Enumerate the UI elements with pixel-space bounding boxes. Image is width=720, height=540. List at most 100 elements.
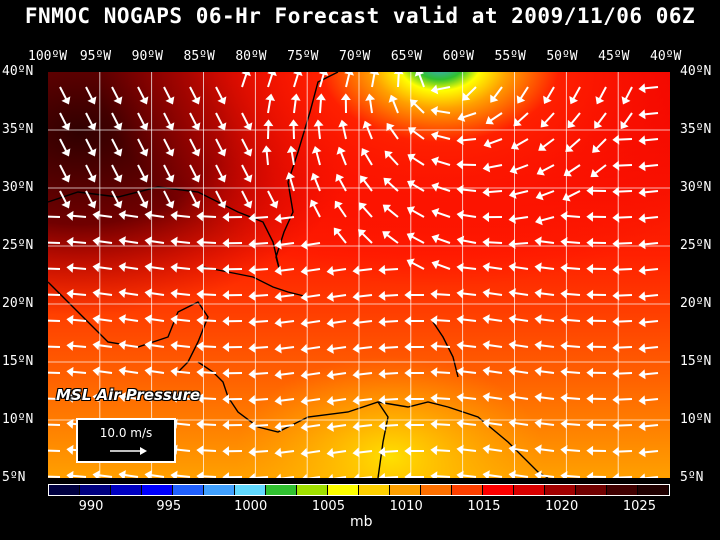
wind-arrow bbox=[594, 164, 607, 175]
wind-arrow-head bbox=[534, 418, 542, 429]
wind-arrow-head bbox=[414, 72, 425, 77]
wind-arrow-head bbox=[248, 446, 256, 457]
wind-arrow bbox=[85, 190, 94, 204]
wind-arrow bbox=[436, 86, 451, 91]
wind-arrow-head bbox=[404, 446, 412, 457]
wind-arrow bbox=[175, 422, 191, 426]
wind-arrow bbox=[515, 138, 529, 147]
wind-arrow-head bbox=[612, 368, 620, 379]
wind-arrow-head bbox=[430, 471, 438, 478]
wind-arrow-head bbox=[406, 258, 415, 268]
wind-arrow-head bbox=[456, 444, 464, 455]
wind-arrow bbox=[461, 188, 477, 192]
longitude-label: 60ºW bbox=[442, 49, 474, 64]
wind-arrow-head bbox=[248, 368, 256, 379]
wind-arrow bbox=[201, 397, 217, 400]
wind-arrow-head bbox=[638, 187, 646, 198]
wind-arrow bbox=[369, 99, 373, 114]
wind-arrow-head bbox=[92, 314, 100, 325]
wind-arrow-head bbox=[165, 174, 175, 183]
wind-arrow-head bbox=[300, 239, 308, 250]
wind-arrow bbox=[624, 86, 633, 100]
wind-arrow bbox=[85, 164, 94, 178]
wind-arrow-head bbox=[508, 213, 516, 224]
latitude-label: 30ºN bbox=[680, 180, 712, 195]
wind-arrow bbox=[361, 205, 373, 218]
wind-arrow bbox=[643, 86, 659, 90]
wind-arrow bbox=[519, 86, 529, 100]
wind-arrow-head bbox=[565, 143, 574, 153]
wind-arrow-head bbox=[196, 211, 204, 222]
wind-arrow-head bbox=[288, 119, 299, 127]
wind-arrow-head bbox=[92, 470, 100, 478]
wind-arrow bbox=[539, 422, 555, 426]
wind-arrow bbox=[124, 213, 139, 218]
wind-arrow bbox=[595, 138, 607, 150]
wind-arrow-head bbox=[353, 473, 360, 478]
wind-arrow bbox=[163, 112, 172, 126]
wind-arrow-head bbox=[113, 200, 123, 209]
latitude-label: 35ºN bbox=[2, 122, 34, 137]
wind-arrow bbox=[461, 266, 477, 270]
wind-arrow bbox=[461, 422, 477, 426]
wind-arrow bbox=[357, 372, 373, 376]
wind-arrow-head bbox=[352, 421, 360, 432]
wind-arrow-head bbox=[92, 392, 100, 403]
wind-arrow bbox=[175, 474, 191, 478]
wind-arrow-head bbox=[113, 174, 123, 183]
wind-arrow bbox=[279, 476, 295, 478]
wind-arrow bbox=[516, 112, 529, 124]
wind-arrow bbox=[289, 177, 295, 192]
wind-arrow-head bbox=[87, 200, 97, 209]
wind-arrow bbox=[362, 179, 373, 192]
wind-arrow-head bbox=[274, 395, 282, 406]
wind-arrow-head bbox=[538, 142, 547, 151]
wind-arrow bbox=[461, 474, 477, 478]
wind-arrow bbox=[215, 138, 224, 152]
wind-arrow-head bbox=[170, 262, 178, 273]
wind-arrow-head bbox=[118, 210, 126, 221]
wind-arrow bbox=[462, 213, 477, 218]
wind-arrow-head bbox=[560, 470, 568, 478]
wind-arrow-head bbox=[87, 122, 97, 131]
wind-arrow bbox=[137, 138, 146, 152]
wind-arrow-head bbox=[560, 340, 568, 351]
wind-arrow bbox=[383, 294, 399, 297]
wind-arrow bbox=[386, 233, 399, 244]
latitude-label: 20ºN bbox=[680, 296, 712, 311]
wind-arrow-head bbox=[243, 148, 253, 157]
wind-arrow bbox=[546, 86, 555, 100]
wind-arrow bbox=[565, 370, 581, 374]
wind-arrow bbox=[436, 263, 451, 270]
wind-arrow-head bbox=[165, 96, 175, 105]
wind-arrow-head bbox=[612, 342, 620, 353]
wind-arrow bbox=[436, 160, 451, 166]
wind-arrow-head bbox=[560, 314, 568, 325]
wind-arrow-head bbox=[170, 236, 178, 247]
wind-arrow-head bbox=[408, 127, 417, 136]
wind-arrow-head bbox=[274, 447, 282, 458]
wind-arrow-head bbox=[482, 444, 490, 455]
wind-arrow bbox=[345, 73, 351, 88]
wind-arrow-head bbox=[300, 447, 308, 458]
wind-arrow bbox=[149, 396, 165, 400]
wind-arrow bbox=[279, 242, 295, 246]
wind-arrow-head bbox=[217, 96, 227, 105]
wind-arrow bbox=[461, 138, 477, 142]
wind-arrow-head bbox=[248, 472, 256, 478]
wind-arrow-head bbox=[393, 72, 404, 75]
wind-arrow-head bbox=[543, 95, 552, 104]
wind-arrow bbox=[332, 450, 347, 455]
wind-arrow-head bbox=[196, 393, 204, 404]
wind-arrow-head bbox=[165, 148, 175, 157]
wind-arrow-head bbox=[243, 200, 253, 209]
wind-arrow-head bbox=[248, 264, 256, 275]
wind-arrow-head bbox=[456, 288, 464, 299]
wind-arrow bbox=[253, 346, 269, 350]
reference-arrow-icon bbox=[110, 447, 147, 455]
wind-arrow-head bbox=[274, 369, 282, 380]
wind-arrow-head bbox=[241, 72, 251, 77]
wind-arrow bbox=[488, 292, 503, 296]
wind-arrow bbox=[365, 125, 373, 140]
wind-arrow-head bbox=[508, 314, 516, 325]
